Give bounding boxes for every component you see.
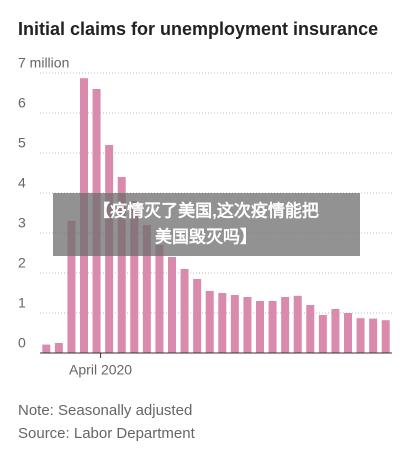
bar (230, 295, 239, 353)
bar (205, 291, 214, 353)
bar (293, 295, 302, 353)
y-tick-label: 1 (18, 295, 26, 311)
bar (155, 245, 164, 353)
bar (67, 221, 76, 353)
y-tick-label: 5 (18, 135, 26, 151)
bar (168, 257, 176, 353)
y-tick-label: 4 (18, 175, 26, 191)
bar (356, 318, 365, 353)
y-tick-label: 3 (18, 215, 26, 231)
y-tick-label: 7 million (18, 55, 69, 71)
bar (268, 301, 277, 353)
x-tick-label: April 2020 (69, 362, 132, 378)
bar (54, 343, 63, 353)
bar (381, 320, 390, 353)
bar (243, 297, 252, 353)
note: Note: Seasonally adjusted (18, 402, 192, 419)
overlay-banner (53, 193, 360, 256)
bar (318, 315, 327, 353)
source: Source: Labor Department (18, 425, 196, 442)
y-tick-label: 6 (18, 95, 26, 111)
bar (369, 318, 378, 353)
bar (42, 344, 51, 353)
overlay-text: 【疫情灭了美国,这次疫情能把 (93, 200, 319, 220)
bar (281, 297, 290, 353)
chart-title: Initial claims for unemployment insuranc… (18, 19, 378, 39)
bar (117, 177, 126, 353)
bar (218, 293, 227, 353)
bar (331, 309, 340, 353)
overlay-text: 美国毁灭吗】 (155, 226, 257, 246)
bar (256, 301, 264, 353)
y-tick-label: 0 (18, 335, 26, 351)
bar (142, 225, 151, 353)
bar (180, 269, 189, 353)
bar (344, 313, 352, 353)
y-tick-label: 2 (18, 255, 26, 271)
bar (306, 305, 315, 353)
bar (193, 279, 202, 353)
bar (130, 201, 139, 353)
